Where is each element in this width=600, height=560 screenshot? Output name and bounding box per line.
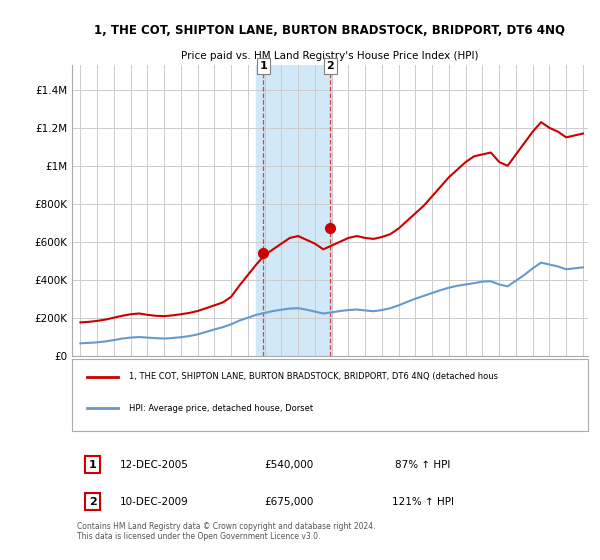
Text: 87% ↑ HPI: 87% ↑ HPI <box>395 460 451 470</box>
Text: 10-DEC-2009: 10-DEC-2009 <box>120 497 189 507</box>
Text: £675,000: £675,000 <box>264 497 313 507</box>
Text: 1, THE COT, SHIPTON LANE, BURTON BRADSTOCK, BRIDPORT, DT6 4NQ (detached hous: 1, THE COT, SHIPTON LANE, BURTON BRADSTO… <box>129 372 498 381</box>
Text: 12-DEC-2005: 12-DEC-2005 <box>120 460 189 470</box>
Text: 121% ↑ HPI: 121% ↑ HPI <box>392 497 454 507</box>
Text: 2: 2 <box>326 61 334 71</box>
Text: 1, THE COT, SHIPTON LANE, BURTON BRADSTOCK, BRIDPORT, DT6 4NQ: 1, THE COT, SHIPTON LANE, BURTON BRADSTO… <box>95 24 566 37</box>
Text: £540,000: £540,000 <box>264 460 313 470</box>
Text: 1: 1 <box>259 61 267 71</box>
Text: 2: 2 <box>89 497 97 507</box>
Bar <box>256 65 332 356</box>
FancyBboxPatch shape <box>72 359 588 431</box>
Text: Price paid vs. HM Land Registry's House Price Index (HPI): Price paid vs. HM Land Registry's House … <box>181 51 479 60</box>
Text: HPI: Average price, detached house, Dorset: HPI: Average price, detached house, Dors… <box>129 404 313 413</box>
Text: Contains HM Land Registry data © Crown copyright and database right 2024.
This d: Contains HM Land Registry data © Crown c… <box>77 521 376 541</box>
Text: 1: 1 <box>89 460 97 470</box>
